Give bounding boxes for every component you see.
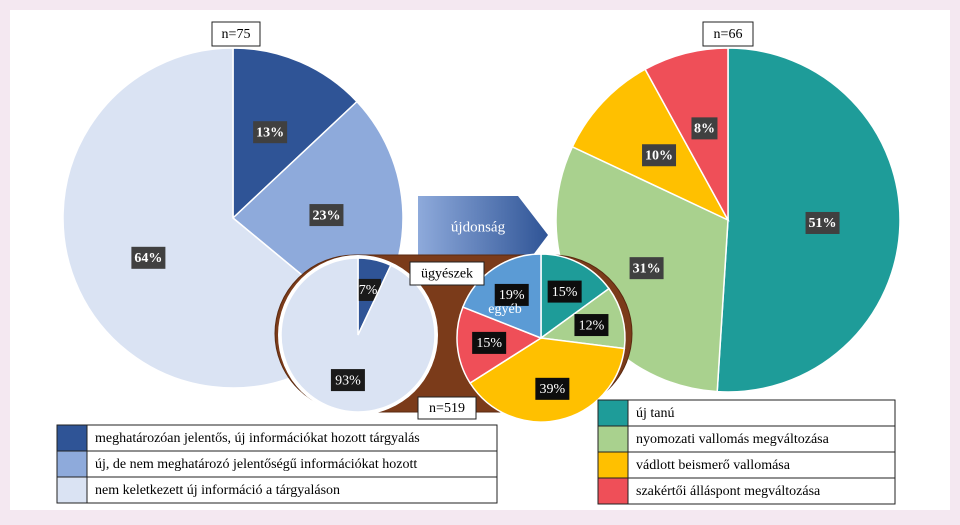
data-label: 39%: [540, 382, 566, 397]
legend-swatch: [56, 450, 88, 478]
data-label: 8%: [694, 122, 715, 137]
pie-slice: [644, 47, 729, 221]
legend-swatch: [56, 476, 88, 504]
legend-swatch: [597, 399, 629, 427]
data-label: 23%: [312, 208, 340, 223]
title-box: [211, 21, 261, 47]
legend-swatch: [56, 424, 88, 452]
legend-swatch: [597, 451, 629, 479]
legend-swatch: [597, 477, 629, 505]
legend-label: meghatározóan jelentős, új információkat…: [95, 431, 420, 446]
data-label-box: [642, 144, 677, 167]
pie-title: n=75: [222, 27, 251, 42]
title-box: [417, 396, 477, 420]
data-label-box: [355, 278, 382, 301]
data-label-box: [629, 257, 664, 280]
data-label-box: [535, 377, 570, 400]
data-label-box: [805, 211, 840, 234]
arrow-label: újdonság: [451, 219, 506, 235]
data-label-box: [472, 331, 507, 354]
data-label: 64%: [134, 251, 162, 266]
data-label-box: [494, 283, 529, 306]
data-label-box: [574, 314, 609, 337]
pie-slice: [280, 257, 436, 413]
data-label: 15%: [476, 336, 502, 351]
legend-label: nem keletkezett új információ a tárgyalá…: [95, 483, 340, 498]
data-label-box: [131, 246, 166, 269]
legend-box: [56, 424, 498, 504]
data-label-box: [547, 280, 582, 303]
data-label-box: [309, 204, 344, 227]
legend-label: új tanú: [636, 406, 675, 421]
pie-title: n=66: [714, 27, 743, 42]
data-label: 12%: [579, 318, 605, 333]
data-label: 7%: [359, 283, 378, 298]
slice-annotation: egyéb: [488, 302, 521, 317]
legend-label: nyomozati vallomás megváltozása: [636, 432, 830, 447]
data-label-box: [253, 121, 288, 144]
pie-title: ügyészek: [421, 267, 473, 282]
data-label: 10%: [645, 148, 673, 163]
data-label: 15%: [552, 285, 578, 300]
pie-title: n=519: [429, 401, 465, 416]
title-box: [702, 21, 754, 47]
legend-label: szakértői álláspont megváltozása: [636, 484, 821, 499]
data-label: 51%: [809, 216, 837, 231]
pie-slice: [232, 47, 358, 220]
data-label: 19%: [499, 288, 525, 303]
legend-swatch: [597, 425, 629, 453]
data-label-box: [691, 117, 718, 140]
title-box: [409, 261, 485, 286]
data-label: 93%: [335, 373, 361, 388]
legend-label: vádlott beismerő vallomása: [636, 458, 791, 473]
legend-label: új, de nem meghatározó jelentőségű infor…: [95, 457, 417, 472]
data-label-box: [330, 369, 365, 392]
data-label: 31%: [633, 261, 661, 276]
data-label: 13%: [256, 125, 284, 140]
